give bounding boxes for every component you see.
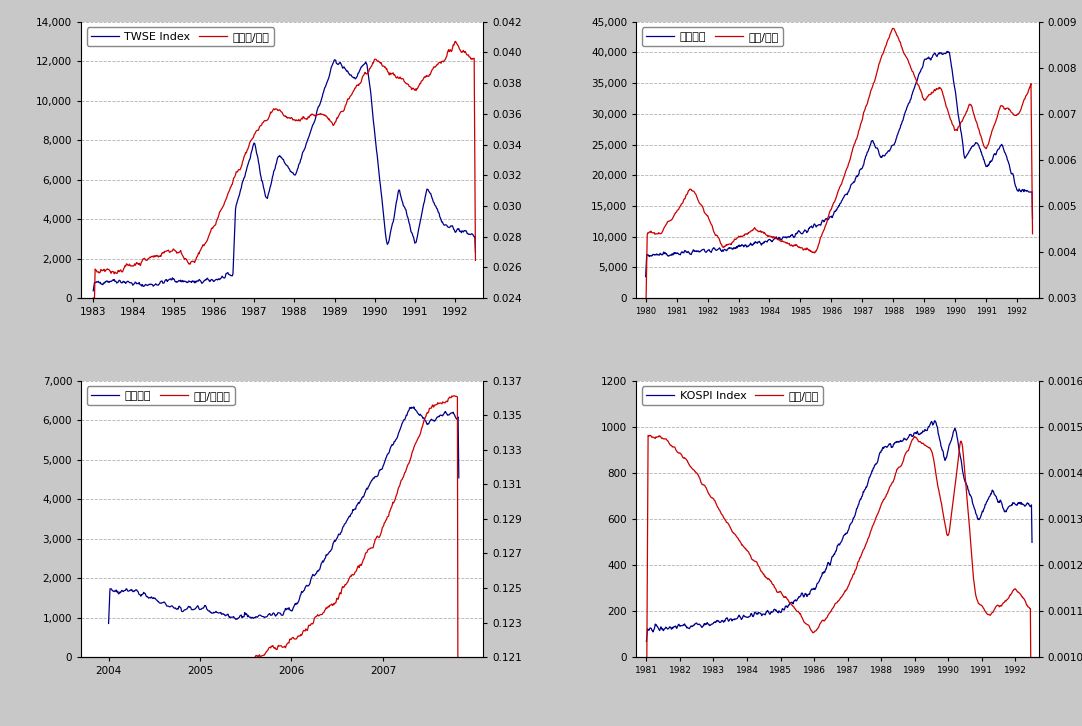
日元/美元: [813, 240, 826, 249]
KOSPI Index: [988, 490, 1001, 499]
美元/人民币: [311, 611, 324, 620]
TWSE Index: [155, 277, 168, 286]
TWSE Index: [328, 55, 341, 64]
日元/美元: [946, 121, 959, 129]
Line: 韩元/美元: 韩元/美元: [646, 436, 1032, 726]
上证指数: [102, 619, 115, 628]
Line: 上证指数: 上证指数: [108, 407, 459, 624]
韩元/美元: [940, 531, 953, 539]
日经指数: [946, 68, 959, 77]
上证指数: [268, 611, 281, 619]
新台币/美元: [87, 293, 100, 302]
美元/人民币: [448, 391, 461, 400]
上证指数: [291, 598, 304, 607]
美元/人民币: [390, 493, 403, 502]
Line: 新台币/美元: 新台币/美元: [93, 41, 475, 298]
Line: 日经指数: 日经指数: [646, 52, 1032, 277]
TWSE Index: [343, 70, 356, 78]
Legend: KOSPI Index, 韩元/美元: KOSPI Index, 韩元/美元: [642, 386, 823, 405]
TWSE Index: [260, 193, 273, 202]
日经指数: [813, 221, 826, 229]
新台币/美元: [155, 252, 168, 261]
韩元/美元: [749, 558, 762, 566]
Legend: 日经指数, 日元/美元: 日经指数, 日元/美元: [642, 28, 783, 46]
KOSPI Index: [893, 438, 906, 446]
新台币/美元: [342, 94, 355, 103]
上证指数: [445, 409, 458, 417]
日元/美元: [866, 84, 879, 93]
新台币/美元: [374, 58, 387, 67]
日经指数: [1026, 214, 1039, 223]
TWSE Index: [375, 192, 388, 200]
KOSPI Index: [762, 607, 775, 616]
Line: 美元/人民币: 美元/人民币: [108, 396, 459, 726]
韩元/美元: [639, 723, 652, 726]
TWSE Index: [185, 278, 198, 287]
上证指数: [408, 402, 421, 411]
韩元/美元: [735, 539, 748, 548]
Line: TWSE Index: TWSE Index: [93, 60, 475, 291]
Legend: 上证指数, 美元/人民币: 上证指数, 美元/人民币: [87, 386, 235, 405]
上证指数: [390, 436, 403, 444]
KOSPI Index: [639, 637, 652, 646]
日经指数: [866, 136, 879, 145]
新台币/美元: [185, 257, 198, 266]
日元/美元: [639, 317, 652, 325]
日经指数: [885, 142, 898, 150]
新台币/美元: [260, 116, 273, 125]
上证指数: [311, 567, 324, 576]
Line: 日元/美元: 日元/美元: [646, 28, 1032, 321]
美元/人民币: [268, 643, 281, 652]
KOSPI Index: [940, 451, 953, 460]
上证指数: [270, 611, 283, 619]
美元/人民币: [291, 632, 304, 640]
日元/美元: [767, 233, 780, 242]
日元/美元: [886, 24, 899, 33]
Line: KOSPI Index: KOSPI Index: [646, 420, 1032, 642]
新台币/美元: [449, 37, 462, 46]
韩元/美元: [988, 605, 1001, 613]
新台币/美元: [312, 110, 325, 119]
Legend: TWSE Index, 新台币/美元: TWSE Index, 新台币/美元: [87, 28, 274, 46]
TWSE Index: [87, 287, 100, 295]
日经指数: [713, 243, 726, 252]
韩元/美元: [894, 462, 907, 471]
日元/美元: [885, 25, 898, 34]
日经指数: [941, 47, 954, 56]
KOSPI Index: [928, 416, 941, 425]
KOSPI Index: [735, 613, 748, 622]
KOSPI Index: [749, 608, 762, 616]
韩元/美元: [644, 431, 657, 440]
日经指数: [767, 235, 780, 244]
KOSPI Index: [1026, 538, 1039, 547]
TWSE Index: [469, 248, 481, 256]
TWSE Index: [312, 102, 325, 111]
日元/美元: [713, 235, 726, 244]
日元/美元: [1026, 229, 1039, 238]
新台币/美元: [469, 256, 481, 265]
美元/人民币: [444, 393, 457, 402]
美元/人民币: [270, 645, 283, 654]
韩元/美元: [763, 574, 776, 583]
日经指数: [639, 272, 652, 281]
上证指数: [452, 473, 465, 482]
